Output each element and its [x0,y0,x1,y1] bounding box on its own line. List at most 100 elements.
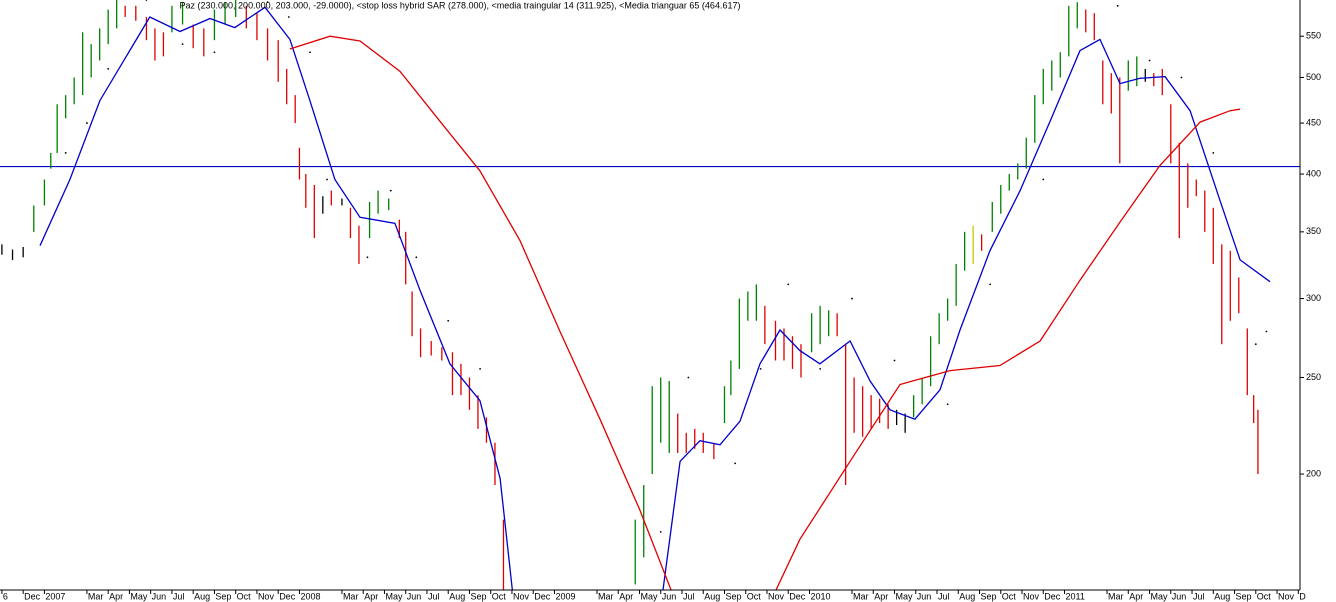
x-tick-label: Jun [1172,591,1187,601]
sar-dot [287,16,290,18]
x-tick-label: Sep [981,591,997,601]
x-tick-label: 2010 [810,591,830,601]
x-tick-label: Sep [1236,591,1252,601]
sar-dot [1180,76,1183,79]
x-tick-label: Oct [1257,591,1272,601]
sar-dot [759,368,762,370]
sar-dot [107,67,110,70]
x-tick-label: 2009 [555,591,575,601]
y-tick-label: 350 [1306,226,1321,236]
sar-dot [893,359,896,362]
sar-dot [326,178,328,181]
x-tick-label: Jun [407,591,422,601]
sar-dot [181,43,184,46]
x-tick-label: Nov [258,591,275,601]
x-tick-label: Oct [747,591,762,601]
sar-dot [447,319,450,322]
y-tick-label: 250 [1306,372,1321,382]
y-tick-label: 400 [1306,168,1321,178]
x-tick-label: D [1299,591,1306,601]
x-tick-label: May [640,591,658,601]
x-tick-label: 2007 [45,591,65,601]
y-tick-label: 200 [1306,468,1321,478]
sar-dot [687,376,690,379]
moving-average-line [289,35,1241,590]
x-tick-label: Aug [1214,591,1230,601]
sar-dot [787,283,790,286]
x-tick-label: Jul [938,591,950,601]
x-tick-label: Jul [683,591,695,601]
plot-area [0,0,1300,590]
x-tick-label: Apr [109,591,123,601]
sar-dot [1212,152,1215,154]
x-tick-label: Aug [704,591,720,601]
x-tick-label: Aug [449,591,465,601]
x-tick-label: Dec [789,591,806,601]
sar-dot [1148,59,1151,62]
x-tick-label: Nov [1023,591,1040,601]
sar-dot [415,256,418,259]
x-tick-label: May [130,591,148,601]
y-tick-label: 550 [1306,31,1321,41]
sar-dot [309,51,311,54]
x-tick-label: Apr [364,591,378,601]
x-tick-label: Dec [1044,591,1061,601]
x-tick-label: 6 [3,591,8,601]
sar-dot [946,403,949,406]
x-tick-label: Oct [1002,591,1017,601]
x-tick-label: Nov [513,591,530,601]
y-tick-label: 300 [1306,293,1321,303]
x-tick-label: Nov [1278,591,1295,601]
x-tick-label: Jun [662,591,677,601]
x-tick-label: Jul [1193,591,1205,601]
sar-dot [1116,4,1119,7]
x-tick-label: Mar [343,591,359,601]
x-tick-label: Dec [534,591,551,601]
x-tick-label: Aug [194,591,210,601]
moving-average-line [39,6,1271,590]
x-tick-label: Apr [874,591,888,601]
x-tick-label: Sep [470,591,486,601]
sar-dot [989,283,992,286]
x-tick-label: Dec [279,591,296,601]
x-tick-label: May [385,591,403,601]
x-tick-label: Dec [24,591,41,601]
sar-dot [479,368,481,370]
x-tick-label: Jul [428,591,440,601]
x-tick-label: Mar [853,591,869,601]
x-tick-label: May [1151,591,1169,601]
chart-title: Paz (230.000, 200.000, 203.000, -29.0000… [180,0,741,10]
sar-dot [851,297,853,300]
x-tick-label: Nov [768,591,785,601]
sar-dot [145,0,148,1]
sar-dot [213,51,216,54]
x-tick-label: Sep [215,591,231,601]
sar-dot [389,189,392,192]
sar-dot [819,368,822,370]
sar-dot [366,256,369,259]
x-tick-label: Oct [237,591,252,601]
x-tick-label: Jun [917,591,932,601]
sar-dot [734,462,737,465]
sar-dot [659,530,662,533]
x-tick-label: May [896,591,914,601]
x-tick-label: Apr [1129,591,1143,601]
x-tick-label: Mar [598,591,614,601]
y-tick-label: 450 [1306,117,1321,127]
x-tick-label: Apr [619,591,633,601]
x-tick-label: Aug [959,591,975,601]
y-tick-label: 500 [1306,72,1321,82]
sar-dot [64,152,67,154]
sar-dot [266,1,269,4]
x-tick-label: Oct [492,591,507,601]
x-tick-label: Sep [725,591,741,601]
x-tick-label: Mar [1108,591,1124,601]
x-tick-label: 2011 [1066,591,1085,601]
sar-dot [1254,343,1257,346]
x-tick-label: 2008 [300,591,320,601]
x-tick-label: Jul [173,591,185,601]
x-tick-label: Jun [152,591,167,601]
